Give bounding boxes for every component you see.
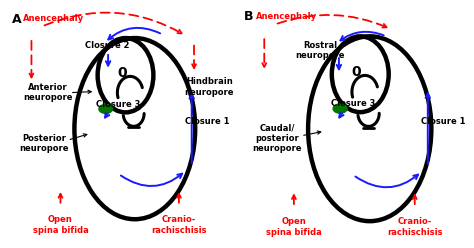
Text: Closure 3: Closure 3 [331,99,375,108]
FancyArrowPatch shape [109,28,160,39]
Text: 0: 0 [117,66,127,80]
Text: Hindbrain
neuropore: Hindbrain neuropore [184,77,234,96]
Text: Caudal/
posterior
neuropore: Caudal/ posterior neuropore [253,123,302,153]
Text: B: B [244,10,254,23]
Text: Anencephaly: Anencephaly [256,12,317,21]
Text: Cranio-
rachischisis: Cranio- rachischisis [151,215,207,235]
Text: Closure 2: Closure 2 [85,40,129,50]
Text: Open
spina bifida: Open spina bifida [33,215,88,235]
Text: Rostral
neuropore: Rostral neuropore [295,41,345,60]
FancyArrowPatch shape [70,134,87,139]
Ellipse shape [98,104,113,114]
Ellipse shape [332,103,348,114]
FancyArrowPatch shape [413,195,417,208]
FancyArrowPatch shape [73,90,91,93]
Text: Posterior
neuropore: Posterior neuropore [19,134,69,154]
FancyArrowPatch shape [304,131,321,135]
Text: Closure 1: Closure 1 [184,117,229,126]
FancyArrowPatch shape [356,175,418,187]
FancyArrowPatch shape [292,195,296,208]
FancyArrowPatch shape [106,55,110,66]
FancyArrowPatch shape [426,93,430,164]
Text: Closure 3: Closure 3 [96,100,141,109]
FancyArrowPatch shape [45,13,182,33]
Text: Anencephaly: Anencephaly [23,14,84,23]
Text: A: A [12,12,21,26]
FancyArrowPatch shape [29,41,33,77]
FancyArrowPatch shape [105,113,109,118]
FancyArrowPatch shape [337,58,341,69]
Text: 0: 0 [352,65,362,79]
Text: Cranio-
rachischisis: Cranio- rachischisis [387,217,443,237]
FancyArrowPatch shape [192,45,196,68]
FancyArrowPatch shape [121,174,182,186]
FancyArrowPatch shape [177,194,181,206]
FancyArrowPatch shape [190,94,194,163]
Text: Open
spina bifida: Open spina bifida [266,217,322,237]
Text: Anterior
neuropore: Anterior neuropore [23,83,73,102]
FancyArrowPatch shape [339,113,344,118]
FancyArrowPatch shape [262,39,266,67]
FancyArrowPatch shape [278,15,387,28]
Text: Closure 1: Closure 1 [421,117,465,126]
FancyArrowPatch shape [340,32,384,40]
FancyArrowPatch shape [58,194,63,206]
